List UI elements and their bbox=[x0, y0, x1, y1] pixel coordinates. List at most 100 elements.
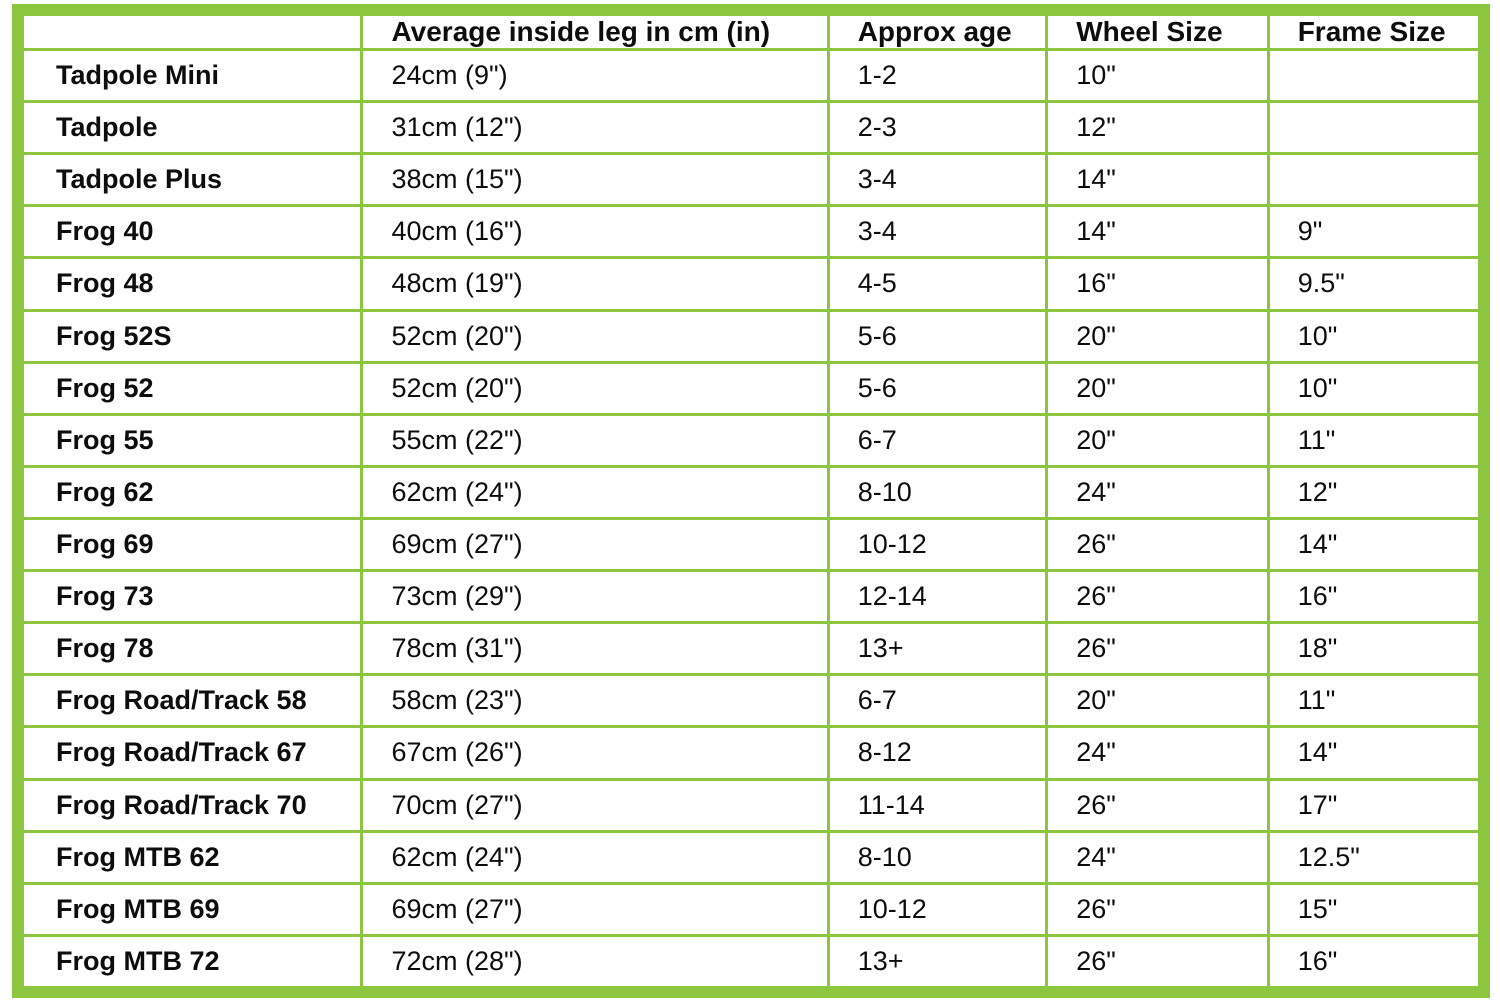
wheel-size-cell: 24" bbox=[1045, 829, 1270, 885]
model-cell: Tadpole Mini bbox=[20, 47, 364, 104]
model-cell: Tadpole Plus bbox=[20, 152, 364, 208]
inside-leg-cell: 52cm (20") bbox=[360, 308, 830, 364]
frame-size-cell bbox=[1266, 47, 1482, 104]
inside-leg-cell: 62cm (24") bbox=[360, 829, 830, 885]
inside-leg-cell: 52cm (20") bbox=[360, 360, 830, 416]
header-model bbox=[20, 13, 364, 51]
wheel-size-cell: 26" bbox=[1045, 777, 1270, 833]
approx-age-cell: 4-5 bbox=[826, 256, 1049, 312]
approx-age-cell: 10-12 bbox=[826, 516, 1049, 573]
wheel-size-cell: 26" bbox=[1045, 881, 1270, 937]
table-row: Frog 78 78cm (31") 13+ 26" 18" bbox=[20, 621, 1482, 677]
frame-size-cell: 9.5" bbox=[1266, 256, 1482, 312]
inside-leg-cell: 73cm (29") bbox=[360, 569, 830, 625]
inside-leg-cell: 55cm (22") bbox=[360, 412, 830, 468]
model-cell: Frog 52S bbox=[20, 308, 364, 364]
wheel-size-cell: 14" bbox=[1045, 204, 1270, 260]
table-row: Frog 73 73cm (29") 12-14 26" 16" bbox=[20, 569, 1482, 625]
model-cell: Frog 55 bbox=[20, 412, 364, 468]
approx-age-cell: 3-4 bbox=[826, 152, 1049, 208]
model-cell: Frog 52 bbox=[20, 360, 364, 416]
inside-leg-cell: 38cm (15") bbox=[360, 152, 830, 208]
frame-size-cell: 11" bbox=[1266, 412, 1482, 468]
approx-age-cell: 1-2 bbox=[826, 47, 1049, 104]
wheel-size-cell: 20" bbox=[1045, 412, 1270, 468]
wheel-size-cell: 26" bbox=[1045, 621, 1270, 677]
frame-size-cell: 18" bbox=[1266, 621, 1482, 677]
inside-leg-cell: 78cm (31") bbox=[360, 621, 830, 677]
approx-age-cell: 5-6 bbox=[826, 360, 1049, 416]
inside-leg-cell: 70cm (27") bbox=[360, 777, 830, 833]
approx-age-cell: 8-12 bbox=[826, 725, 1049, 781]
table-row: Frog MTB 62 62cm (24") 8-10 24" 12.5" bbox=[20, 829, 1482, 885]
table-row: Tadpole Plus 38cm (15") 3-4 14" bbox=[20, 152, 1482, 208]
header-frame-size: Frame Size bbox=[1266, 13, 1482, 51]
table-row: Frog Road/Track 58 58cm (23") 6-7 20" 11… bbox=[20, 673, 1482, 729]
table-row: Frog 55 55cm (22") 6-7 20" 11" bbox=[20, 412, 1482, 468]
wheel-size-cell: 24" bbox=[1045, 725, 1270, 781]
table-row: Frog 52S 52cm (20") 5-6 20" 10" bbox=[20, 308, 1482, 364]
approx-age-cell: 12-14 bbox=[826, 569, 1049, 625]
approx-age-cell: 6-7 bbox=[826, 412, 1049, 468]
frame-size-cell bbox=[1266, 100, 1482, 156]
model-cell: Frog 69 bbox=[20, 516, 364, 573]
model-cell: Frog Road/Track 70 bbox=[20, 777, 364, 833]
inside-leg-cell: 40cm (16") bbox=[360, 204, 830, 260]
frame-size-cell: 12" bbox=[1266, 464, 1482, 520]
approx-age-cell: 13+ bbox=[826, 933, 1049, 990]
model-cell: Frog 78 bbox=[20, 621, 364, 677]
approx-age-cell: 10-12 bbox=[826, 881, 1049, 937]
table-row: Frog 52 52cm (20") 5-6 20" 10" bbox=[20, 360, 1482, 416]
approx-age-cell: 5-6 bbox=[826, 308, 1049, 364]
model-cell: Frog Road/Track 67 bbox=[20, 725, 364, 781]
header-wheel-size: Wheel Size bbox=[1045, 13, 1270, 51]
wheel-size-cell: 20" bbox=[1045, 360, 1270, 416]
table-row: Frog Road/Track 70 70cm (27") 11-14 26" … bbox=[20, 777, 1482, 833]
approx-age-cell: 2-3 bbox=[826, 100, 1049, 156]
bike-size-guide-table: Average inside leg in cm (in) Approx age… bbox=[20, 13, 1482, 990]
approx-age-cell: 11-14 bbox=[826, 777, 1049, 833]
frame-size-cell: 11" bbox=[1266, 673, 1482, 729]
inside-leg-cell: 48cm (19") bbox=[360, 256, 830, 312]
approx-age-cell: 3-4 bbox=[826, 204, 1049, 260]
frame-size-cell bbox=[1266, 152, 1482, 208]
model-cell: Frog Road/Track 58 bbox=[20, 673, 364, 729]
table-row: Frog MTB 69 69cm (27") 10-12 26" 15" bbox=[20, 881, 1482, 937]
inside-leg-cell: 72cm (28") bbox=[360, 933, 830, 990]
approx-age-cell: 8-10 bbox=[826, 464, 1049, 520]
table-row: Tadpole Mini 24cm (9") 1-2 10" bbox=[20, 47, 1482, 104]
frame-size-cell: 9" bbox=[1266, 204, 1482, 260]
approx-age-cell: 6-7 bbox=[826, 673, 1049, 729]
table-row: Frog 69 69cm (27") 10-12 26" 14" bbox=[20, 516, 1482, 573]
size-guide-table-frame: Average inside leg in cm (in) Approx age… bbox=[12, 4, 1490, 998]
header-inside-leg: Average inside leg in cm (in) bbox=[360, 13, 830, 51]
model-cell: Frog 40 bbox=[20, 204, 364, 260]
frame-size-cell: 14" bbox=[1266, 725, 1482, 781]
model-cell: Frog MTB 62 bbox=[20, 829, 364, 885]
table-row: Frog 62 62cm (24") 8-10 24" 12" bbox=[20, 464, 1482, 520]
wheel-size-cell: 26" bbox=[1045, 569, 1270, 625]
wheel-size-cell: 24" bbox=[1045, 464, 1270, 520]
header-row: Average inside leg in cm (in) Approx age… bbox=[20, 13, 1482, 51]
frame-size-cell: 16" bbox=[1266, 933, 1482, 990]
inside-leg-cell: 58cm (23") bbox=[360, 673, 830, 729]
frame-size-cell: 17" bbox=[1266, 777, 1482, 833]
model-cell: Tadpole bbox=[20, 100, 364, 156]
inside-leg-cell: 67cm (26") bbox=[360, 725, 830, 781]
model-cell: Frog MTB 72 bbox=[20, 933, 364, 990]
wheel-size-cell: 10" bbox=[1045, 47, 1270, 104]
model-cell: Frog MTB 69 bbox=[20, 881, 364, 937]
approx-age-cell: 13+ bbox=[826, 621, 1049, 677]
table-row: Frog Road/Track 67 67cm (26") 8-12 24" 1… bbox=[20, 725, 1482, 781]
frame-size-cell: 12.5" bbox=[1266, 829, 1482, 885]
table-row: Frog 48 48cm (19") 4-5 16" 9.5" bbox=[20, 256, 1482, 312]
approx-age-cell: 8-10 bbox=[826, 829, 1049, 885]
wheel-size-cell: 26" bbox=[1045, 933, 1270, 990]
frame-size-cell: 15" bbox=[1266, 881, 1482, 937]
wheel-size-cell: 12" bbox=[1045, 100, 1270, 156]
frame-size-cell: 16" bbox=[1266, 569, 1482, 625]
frame-size-cell: 10" bbox=[1266, 360, 1482, 416]
header-approx-age: Approx age bbox=[826, 13, 1049, 51]
wheel-size-cell: 26" bbox=[1045, 516, 1270, 573]
table-row: Frog 40 40cm (16") 3-4 14" 9" bbox=[20, 204, 1482, 260]
